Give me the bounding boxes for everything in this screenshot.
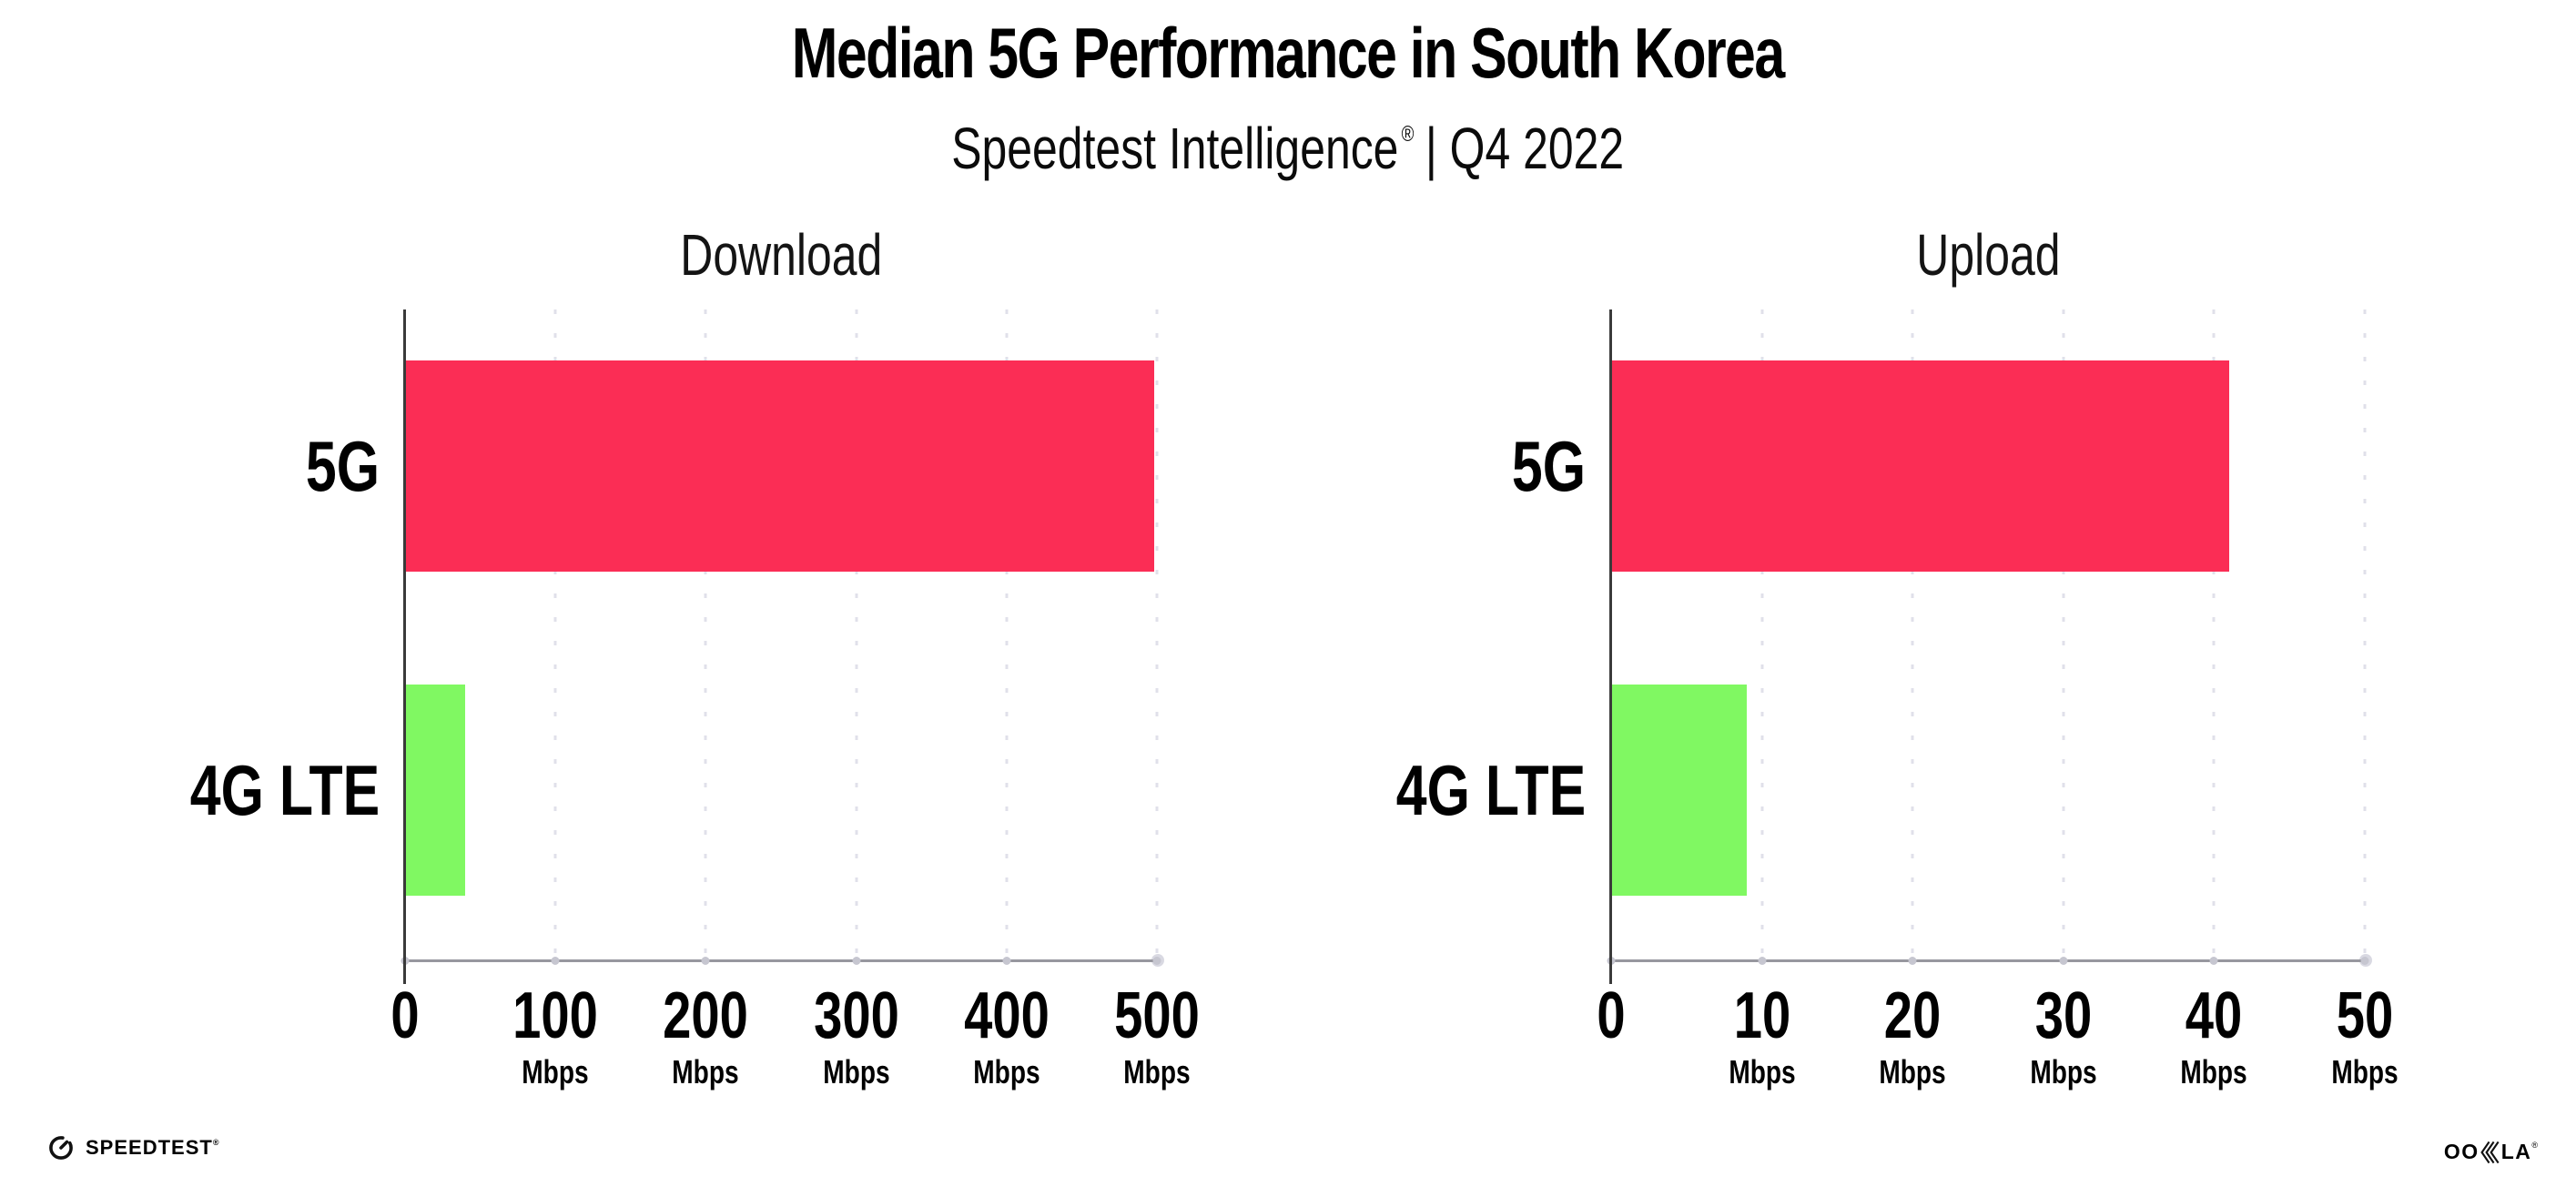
x-tick-unit: Mbps bbox=[973, 1053, 1040, 1090]
download-plot-area bbox=[401, 309, 1164, 984]
x-tick-label: 0 bbox=[1597, 979, 1626, 1052]
speedtest-logo: SPEEDTEST® bbox=[47, 1134, 219, 1161]
upload-label-5g: 5G bbox=[1511, 426, 1586, 506]
subtitle-period: | Q4 2022 bbox=[1425, 116, 1625, 181]
x-axis-line bbox=[402, 959, 1160, 962]
upload-5g-bar bbox=[1611, 360, 2229, 572]
axis-tick-dot bbox=[1758, 957, 1767, 965]
registered-mark: ® bbox=[2531, 1140, 2538, 1150]
x-tick-label: 200 bbox=[663, 979, 749, 1052]
x-tick-unit: Mbps bbox=[2030, 1053, 2097, 1090]
gridline bbox=[1760, 309, 1764, 960]
x-tick-label: 40 bbox=[2186, 979, 2243, 1052]
registered-mark: ® bbox=[1401, 122, 1415, 147]
axis-tick-dot bbox=[1152, 957, 1161, 965]
x-tick-label: 20 bbox=[1883, 979, 1942, 1052]
x-tick-unit: Mbps bbox=[1879, 1053, 1946, 1090]
gridline bbox=[704, 309, 707, 960]
ookla-k-icon bbox=[2480, 1141, 2500, 1164]
axis-tick-dot bbox=[2209, 957, 2218, 965]
registered-mark: ® bbox=[212, 1138, 220, 1147]
x-tick-label: 300 bbox=[813, 979, 899, 1052]
page-title: Median 5G Performance in South Korea bbox=[792, 13, 1785, 93]
upload-4g-lte-bar bbox=[1611, 685, 1748, 896]
ookla-wordmark-left: OO bbox=[2443, 1140, 2480, 1163]
upload-label-4g-lte: 4G LTE bbox=[1395, 750, 1586, 830]
ookla-logo: OO LA ® bbox=[2444, 1140, 2538, 1164]
x-tick-unit: Mbps bbox=[522, 1053, 589, 1090]
x-tick-unit: Mbps bbox=[1123, 1053, 1191, 1090]
speedtest-wordmark: SPEEDTEST® bbox=[86, 1136, 220, 1159]
y-axis-spine bbox=[1609, 309, 1612, 984]
x-tick-unit: Mbps bbox=[1728, 1053, 1796, 1090]
gridline bbox=[553, 309, 557, 960]
download-label-5g: 5G bbox=[305, 426, 380, 506]
x-tick-unit: Mbps bbox=[672, 1053, 740, 1090]
download-5g-bar bbox=[405, 360, 1154, 572]
gridline bbox=[2062, 309, 2065, 960]
x-tick-label: 0 bbox=[390, 979, 420, 1052]
subtitle-brand: Speedtest Intelligence bbox=[951, 116, 1399, 181]
x-tick-unit bbox=[387, 1055, 423, 1090]
axis-tick-dot bbox=[2360, 957, 2369, 965]
axis-tick-dot bbox=[701, 957, 710, 965]
x-tick-label: 50 bbox=[2336, 979, 2394, 1052]
x-tick-label: 400 bbox=[963, 979, 1050, 1052]
x-tick-label: 100 bbox=[512, 979, 599, 1052]
axis-tick-dot bbox=[852, 957, 861, 965]
x-tick-unit: Mbps bbox=[822, 1053, 890, 1090]
upload-chart-title: Upload bbox=[1915, 222, 2061, 288]
axis-tick-dot bbox=[1002, 957, 1011, 965]
axis-tick-dot bbox=[1908, 957, 1917, 965]
axis-tick-dot bbox=[2059, 957, 2068, 965]
x-tick-unit bbox=[1593, 1055, 1629, 1090]
gridline bbox=[1911, 309, 1914, 960]
download-4g-lte-bar bbox=[405, 685, 466, 896]
x-axis-line bbox=[1608, 959, 2368, 962]
upload-plot-area bbox=[1607, 309, 2372, 984]
gridline bbox=[2363, 309, 2367, 960]
gridline bbox=[855, 309, 858, 960]
x-tick-label: 500 bbox=[1114, 979, 1200, 1052]
x-tick-label: 30 bbox=[2034, 979, 2093, 1052]
gridline bbox=[1155, 309, 1159, 960]
download-label-4g-lte: 4G LTE bbox=[189, 750, 380, 830]
download-chart-title: Download bbox=[679, 222, 883, 288]
gridline bbox=[2212, 309, 2216, 960]
gridline bbox=[1005, 309, 1009, 960]
x-tick-unit: Mbps bbox=[2331, 1053, 2399, 1090]
speedtest-gauge-icon bbox=[47, 1134, 75, 1161]
x-tick-unit: Mbps bbox=[2180, 1053, 2248, 1090]
ookla-wordmark-right: LA bbox=[2500, 1140, 2532, 1163]
axis-tick-dot bbox=[551, 957, 560, 965]
page-subtitle: Speedtest Intelligence ® | Q4 2022 bbox=[0, 100, 2576, 183]
x-tick-label: 10 bbox=[1733, 979, 1790, 1052]
y-axis-spine bbox=[403, 309, 406, 984]
download-x-axis-labels: 0 100 Mbps 200 Mbps 300 Mbps 400 Mbps 50… bbox=[390, 979, 1199, 1101]
upload-x-axis-labels: 0 10 Mbps 20 Mbps 30 Mbps 40 Mbps 50 Mbp… bbox=[1597, 979, 2398, 1101]
